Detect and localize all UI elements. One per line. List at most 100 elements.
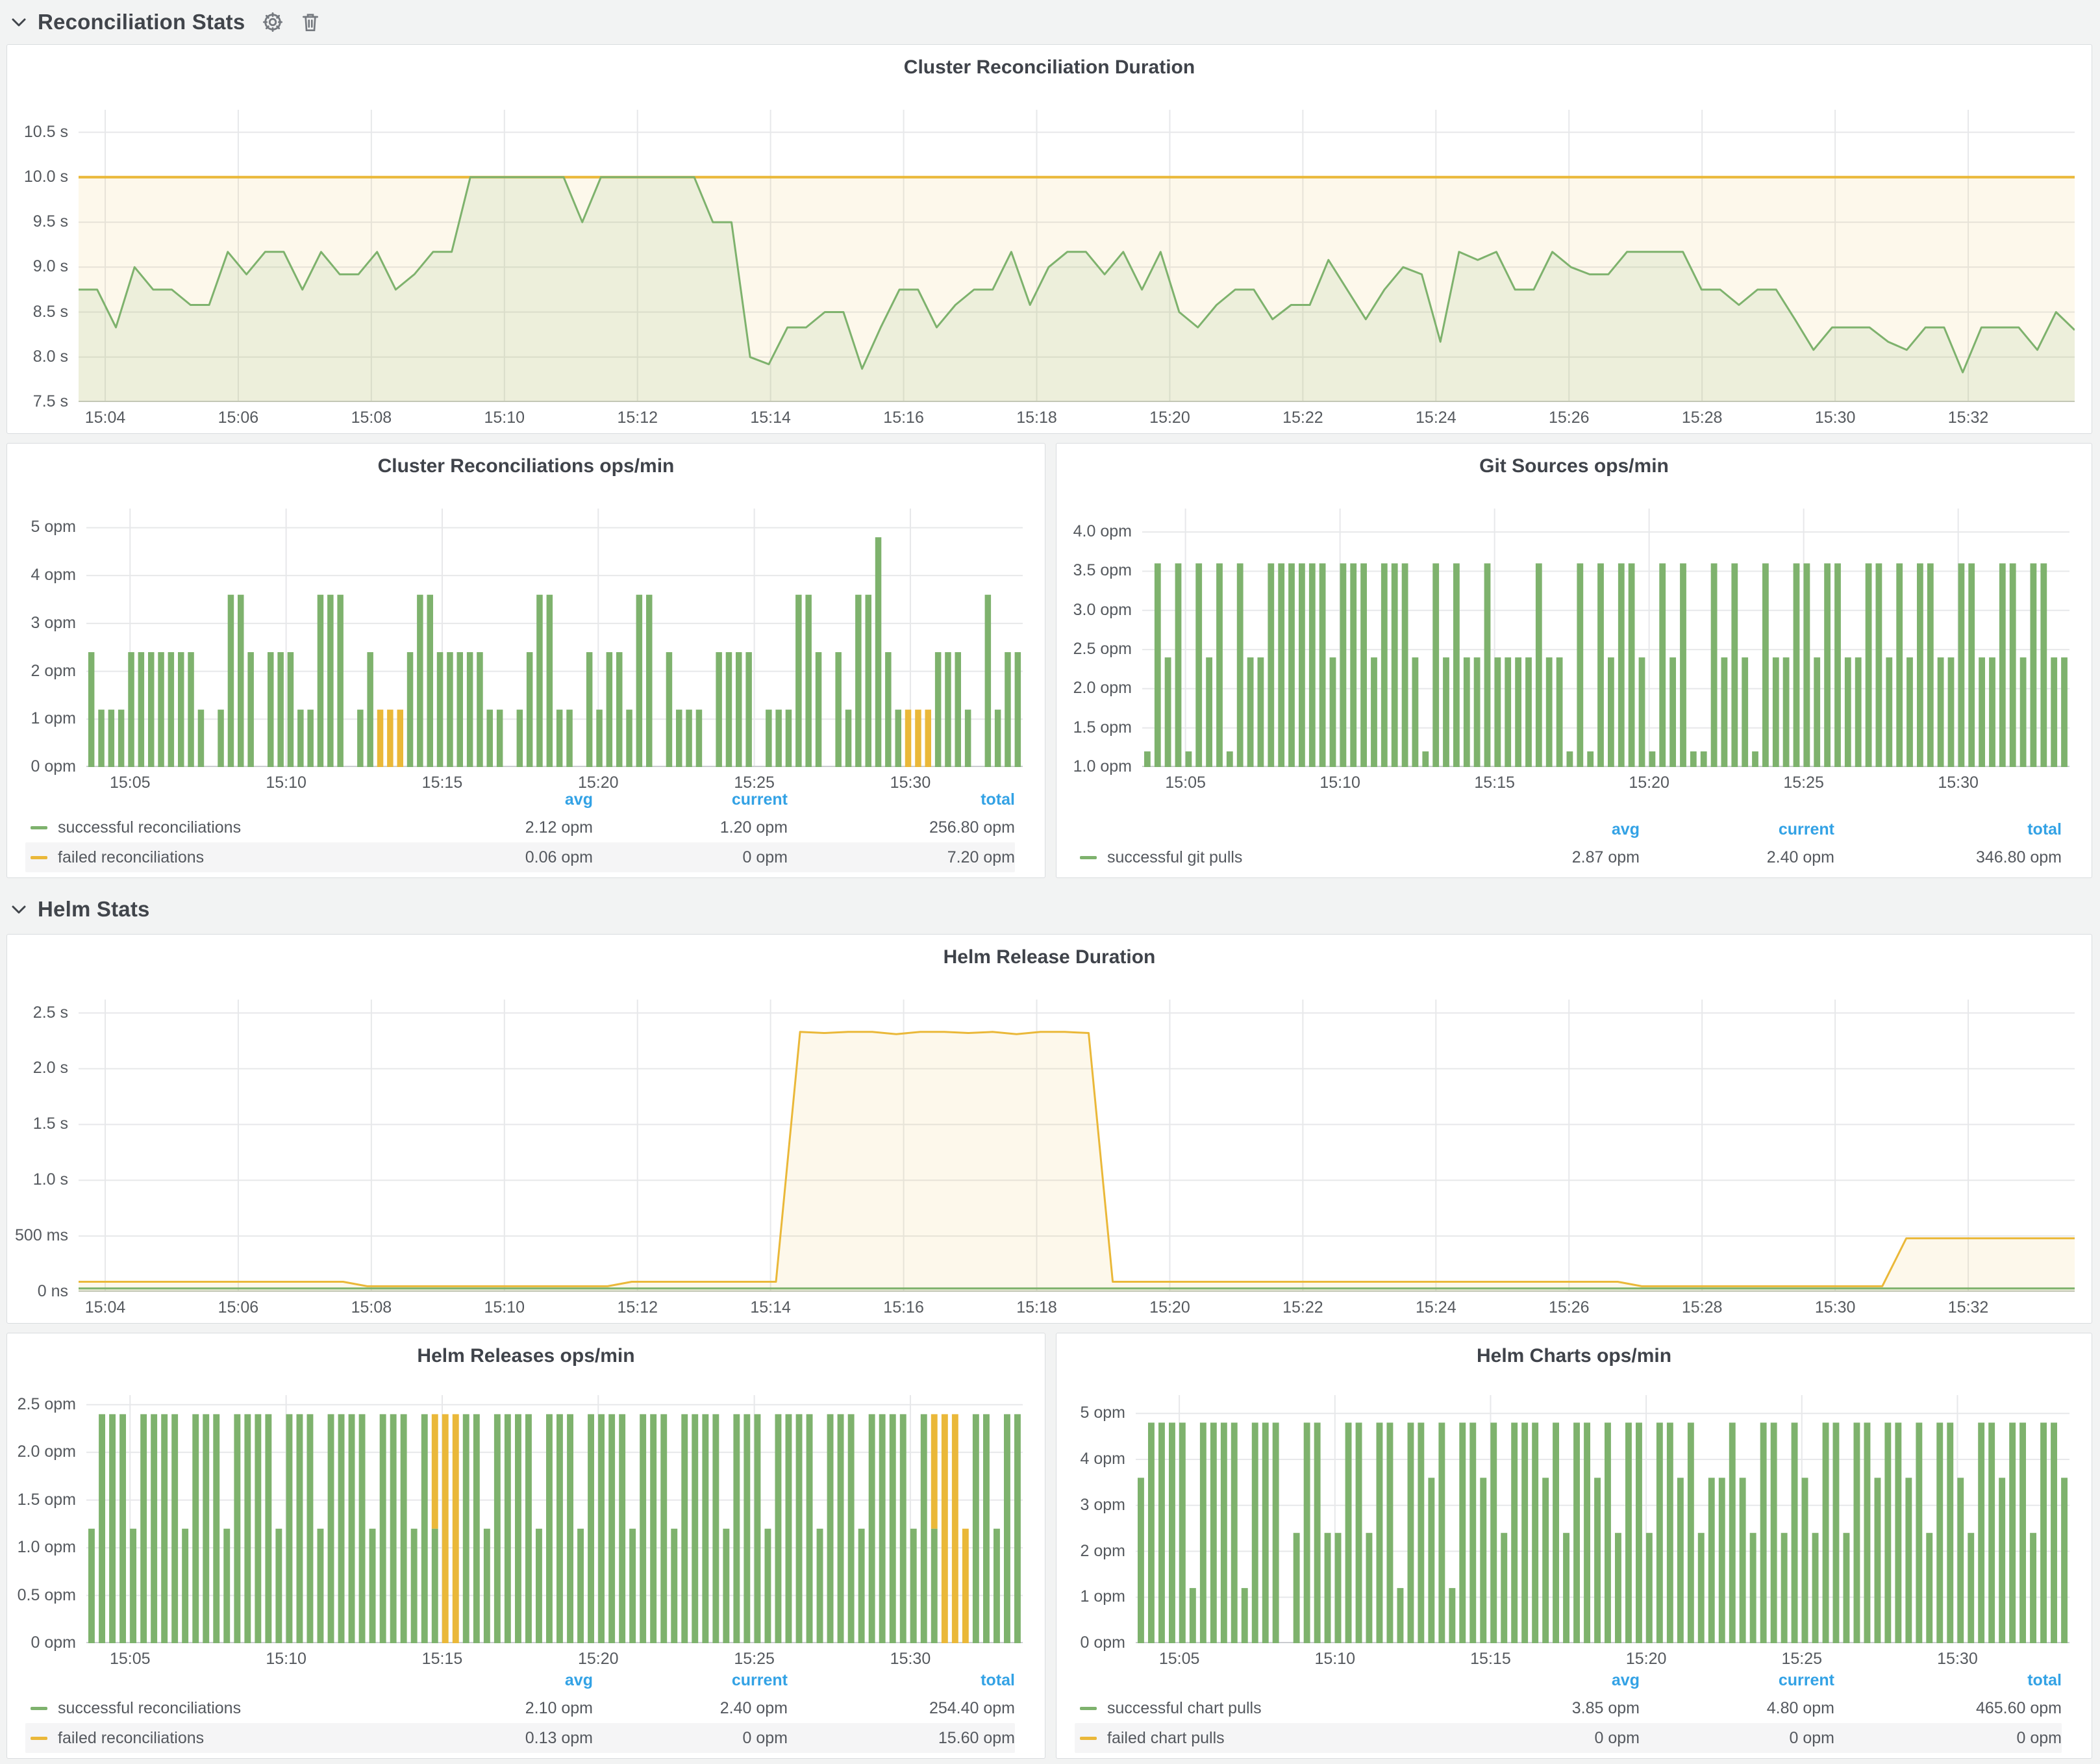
- panel-helm-releases: Helm Releases ops/min 0 opm 0.5 opm 1.0 op…: [6, 1333, 1045, 1759]
- x-tick-label: 15:30: [1938, 774, 1979, 792]
- series-name[interactable]: failed reconciliations: [58, 848, 205, 866]
- legend-series-label[interactable]: failed reconciliations: [25, 1729, 398, 1748]
- trash-icon[interactable]: [301, 12, 320, 32]
- legend-total-value: 346.80 opm: [1975, 848, 2062, 866]
- legend-series-label[interactable]: successful git pulls: [1075, 848, 1445, 867]
- legend-series-label[interactable]: failed reconciliations: [25, 848, 398, 867]
- legend-avg-value: 3.85 opm: [1571, 1698, 1640, 1717]
- series-name[interactable]: failed reconciliations: [58, 1728, 205, 1747]
- legend-header: avg current total: [25, 787, 1015, 813]
- y-tick-label: 5 opm: [1080, 1404, 1125, 1422]
- cluster-reconciliations-chart[interactable]: 0 opm 1 opm 2 opm 3 opm 4 opm 5 opm 15:05 15:10…: [7, 444, 1045, 877]
- series-name[interactable]: successful chart pulls: [1107, 1698, 1262, 1717]
- legend-series-label[interactable]: failed chart pulls: [1075, 1729, 1445, 1748]
- series-name[interactable]: successful reconciliations: [58, 1698, 242, 1717]
- panel-title[interactable]: Git Sources ops/min: [1479, 455, 1669, 477]
- chart-canvas[interactable]: [79, 1000, 2075, 1292]
- x-axis: 15:05 15:10 15:15 15:20 15:25 15:30: [1142, 774, 2069, 796]
- legend-header: avg current total: [25, 1667, 1015, 1693]
- panel-title[interactable]: Cluster Reconciliation Duration: [903, 57, 1195, 78]
- chevron-down-icon[interactable]: [10, 16, 27, 28]
- legend-col-total[interactable]: total: [2027, 1670, 2062, 1689]
- legend-current-value: 0 opm: [1789, 1728, 1834, 1747]
- chevron-down-icon[interactable]: [10, 903, 27, 915]
- chart-canvas[interactable]: [1142, 509, 2069, 767]
- y-tick-label: 2.0 opm: [17, 1443, 76, 1461]
- legend-avg-value: 2.87 opm: [1571, 848, 1640, 866]
- y-tick-label: 2.0 opm: [1073, 679, 1132, 698]
- chart-canvas[interactable]: [79, 110, 2075, 402]
- gear-icon[interactable]: [262, 11, 284, 33]
- x-tick-label: 15:05: [1165, 774, 1206, 792]
- legend-col-avg[interactable]: avg: [1611, 1670, 1640, 1689]
- legend-col-total[interactable]: total: [2027, 820, 2062, 838]
- x-tick-label: 15:08: [351, 1298, 392, 1317]
- panel-title[interactable]: Helm Releases ops/min: [417, 1345, 635, 1367]
- x-tick-label: 15:12: [617, 1298, 658, 1317]
- legend-col-current[interactable]: current: [1778, 1670, 1834, 1689]
- legend-series-label[interactable]: successful reconciliations: [25, 818, 398, 837]
- helm-charts-chart[interactable]: 0 opm 1 opm 2 opm 3 opm 4 opm 5 opm 15:05 15:10…: [1056, 1333, 2092, 1758]
- section-title[interactable]: Reconciliation Stats: [38, 10, 245, 34]
- x-tick-label: 15:10: [1319, 774, 1360, 792]
- y-tick-label: 1.5 opm: [1073, 718, 1132, 737]
- y-axis: 7.5 s 8.0 s 8.5 s 9.0 s 9.5 s 10.0 s 10.5 s: [7, 110, 68, 410]
- chart-canvas[interactable]: [1136, 1395, 2069, 1643]
- y-tick-label: 3.5 opm: [1073, 561, 1132, 580]
- legend-row: successful chart pulls 3.85 opm 4.80 opm…: [1075, 1693, 2062, 1723]
- legend-row: successful reconciliations 2.12 opm 1.20…: [25, 813, 1015, 842]
- section-helm-stats[interactable]: Helm Stats: [10, 891, 150, 927]
- y-tick-label: 1.5 opm: [17, 1490, 76, 1509]
- git-sources-chart[interactable]: 1.0 opm 1.5 opm 2.0 opm 2.5 opm 3.0 opm 3.5 o…: [1056, 444, 2092, 877]
- legend-current-value: 1.20 opm: [719, 818, 788, 837]
- panel-legend: avg current total successful reconciliat…: [25, 1667, 1015, 1753]
- x-tick-label: 15:06: [218, 1298, 259, 1317]
- y-tick-label: 2 opm: [31, 661, 76, 680]
- x-tick-label: 15:30: [890, 1650, 931, 1668]
- x-tick-label: 15:18: [1016, 1298, 1057, 1317]
- x-axis: 15:05 15:10 15:15 15:20 15:25 15:30: [1136, 1650, 2069, 1672]
- legend-col-current[interactable]: current: [1778, 820, 1834, 838]
- legend-col-avg[interactable]: avg: [564, 790, 593, 809]
- legend-col-current[interactable]: current: [731, 1670, 788, 1689]
- section-reconciliation-stats[interactable]: Reconciliation Stats: [10, 4, 320, 40]
- cluster-reconciliation-duration-chart[interactable]: 7.5 s 8.0 s 8.5 s 9.0 s 9.5 s 10.0 s 10.5 s 15:…: [7, 45, 2092, 433]
- legend-col-total[interactable]: total: [981, 1670, 1015, 1689]
- series-name[interactable]: failed chart pulls: [1107, 1728, 1225, 1747]
- y-tick-label: 1 opm: [1080, 1587, 1125, 1606]
- legend-series-label[interactable]: successful chart pulls: [1075, 1699, 1445, 1718]
- legend-row: failed reconciliations 0.13 opm 0 opm 15…: [25, 1723, 1015, 1753]
- series-name[interactable]: successful git pulls: [1107, 848, 1243, 866]
- y-tick-label: 5 opm: [31, 518, 76, 536]
- legend-col-avg[interactable]: avg: [564, 1670, 593, 1689]
- series-color-marker: [31, 855, 47, 859]
- section-title[interactable]: Helm Stats: [38, 897, 150, 921]
- legend-series-label[interactable]: successful reconciliations: [25, 1699, 398, 1718]
- legend-col-current[interactable]: current: [731, 790, 788, 809]
- chart-canvas[interactable]: [86, 1395, 1023, 1643]
- x-tick-label: 15:30: [1814, 1298, 1856, 1317]
- chart-canvas[interactable]: [86, 509, 1023, 767]
- x-tick-label: 15:20: [1149, 1298, 1190, 1317]
- panel-helm-charts: Helm Charts ops/min 0 opm 1 opm 2 opm 3 opm…: [1056, 1333, 2092, 1759]
- x-tick-label: 15:26: [1548, 409, 1590, 427]
- legend-current-value: 4.80 opm: [1766, 1698, 1834, 1717]
- x-tick-label: 15:14: [750, 409, 791, 427]
- x-tick-label: 15:25: [1781, 1650, 1823, 1668]
- helm-release-duration-chart[interactable]: 0 ns 500 ms 1.0 s 1.5 s 2.0 s 2.5 s 15:04 15:06…: [7, 935, 2092, 1323]
- helm-releases-chart[interactable]: 0 opm 0.5 opm 1.0 opm 1.5 opm 2.0 opm 2.5 opm…: [7, 1333, 1045, 1758]
- y-tick-label: 0 ns: [37, 1282, 68, 1300]
- y-tick-label: 0 opm: [1080, 1633, 1125, 1652]
- y-tick-label: 4 opm: [1080, 1450, 1125, 1468]
- x-tick-label: 15:10: [484, 1298, 525, 1317]
- x-axis: 15:05 15:10 15:15 15:20 15:25 15:30: [86, 774, 1023, 796]
- panel-title[interactable]: Cluster Reconciliations ops/min: [377, 455, 675, 477]
- panel-title[interactable]: Helm Release Duration: [943, 946, 1156, 968]
- x-tick-label: 15:04: [84, 1298, 126, 1317]
- legend-col-avg[interactable]: avg: [1611, 820, 1640, 838]
- series-name[interactable]: successful reconciliations: [58, 818, 242, 837]
- legend-col-total[interactable]: total: [981, 790, 1015, 809]
- x-tick-label: 15:20: [578, 774, 619, 792]
- x-tick-label: 15:25: [734, 774, 775, 792]
- panel-title[interactable]: Helm Charts ops/min: [1476, 1345, 1672, 1367]
